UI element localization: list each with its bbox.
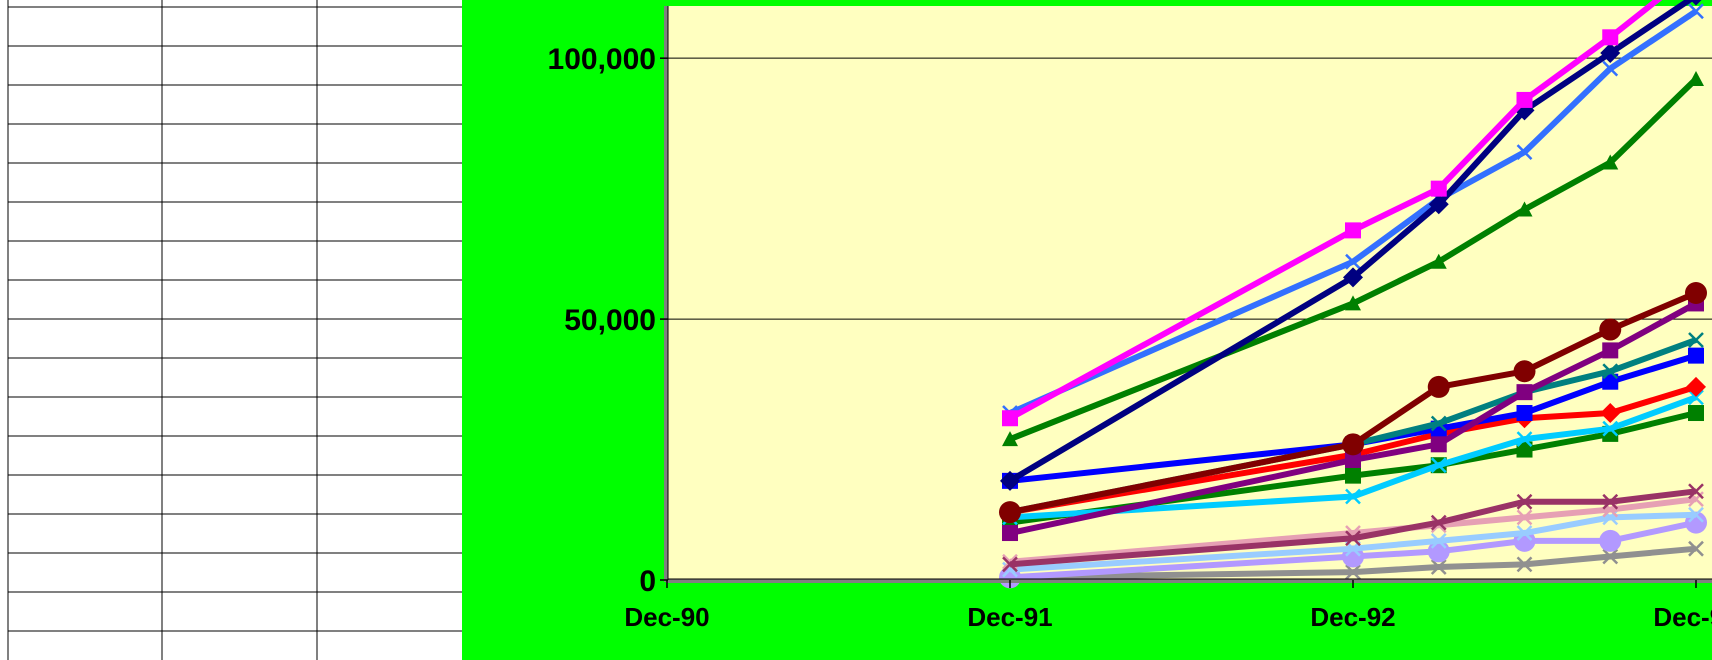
series-line	[1008, 0, 1695, 484]
data-point	[1345, 253, 1361, 270]
data-point	[1345, 295, 1361, 311]
data-point	[1000, 470, 1020, 491]
series-line	[1009, 496, 1697, 565]
y-tick-label: 50,000	[564, 304, 656, 337]
series-line-group	[1002, 506, 1704, 578]
y-tick-label: 0	[639, 565, 656, 598]
data-point	[1002, 431, 1018, 447]
data-point	[1516, 556, 1533, 573]
data-point	[1427, 375, 1450, 398]
data-point	[1602, 342, 1619, 359]
series-line	[1008, 8, 1698, 416]
data-point	[1688, 71, 1704, 87]
data-point	[1685, 282, 1707, 304]
data-point	[1516, 405, 1533, 422]
series-line	[1008, 76, 1699, 442]
chart-area[interactable]: 0 50,000 100,000 Dec-90 Dec-91 Dec-92 Dec-93	[462, 0, 1712, 660]
data-point	[1430, 415, 1447, 432]
data-point	[1602, 548, 1619, 565]
series-line	[1008, 0, 1663, 421]
data-point	[1688, 506, 1704, 523]
series-line	[1009, 488, 1697, 568]
series-line-group	[1002, 295, 1704, 542]
series-line-group	[1002, 483, 1704, 573]
series-line	[1009, 394, 1698, 521]
data-point	[1688, 3, 1704, 20]
data-point	[1428, 194, 1449, 215]
series-line	[1009, 511, 1697, 573]
series-line	[1009, 410, 1697, 526]
data-point	[1430, 253, 1447, 269]
data-point	[1516, 431, 1533, 447]
data-point	[1688, 483, 1704, 500]
data-point	[1602, 60, 1619, 77]
data-point	[1516, 384, 1533, 401]
data-point	[1686, 376, 1706, 397]
data-point	[1688, 389, 1704, 406]
x-tick-label: Dec-92	[1310, 602, 1395, 632]
x-tick-label: Dec-91	[967, 602, 1052, 632]
data-point	[1345, 564, 1361, 581]
x-tick-label: Dec-93	[1653, 602, 1712, 632]
data-point	[1342, 433, 1364, 456]
data-point	[1602, 373, 1619, 390]
data-point	[1516, 493, 1533, 510]
series-line	[1009, 300, 1698, 536]
series-line	[1009, 545, 1697, 581]
data-point	[1002, 556, 1018, 573]
data-point	[1688, 405, 1704, 422]
data-point	[1002, 525, 1018, 542]
series-line	[1009, 519, 1697, 581]
data-point	[1516, 441, 1533, 458]
data-point	[1600, 42, 1621, 63]
data-point	[1430, 559, 1447, 575]
data-point	[1599, 318, 1622, 341]
data-point	[1430, 180, 1447, 197]
data-point	[1513, 360, 1536, 383]
data-point	[1516, 201, 1533, 217]
series-line	[1009, 290, 1698, 516]
data-point	[1345, 451, 1361, 468]
spreadsheet-grid[interactable]	[0, 0, 462, 660]
series-line-group	[1002, 71, 1704, 447]
series-line	[1009, 384, 1697, 516]
data-point	[1345, 222, 1361, 239]
data-point	[1516, 91, 1533, 108]
data-point	[1002, 410, 1018, 427]
y-tick-label: 100,000	[548, 43, 656, 76]
x-tick-label: Dec-90	[624, 602, 709, 632]
data-point	[1430, 436, 1447, 453]
data-point	[1688, 332, 1704, 348]
data-point	[1602, 154, 1619, 170]
data-point	[1599, 529, 1622, 552]
data-point	[1430, 514, 1447, 531]
data-point	[1343, 267, 1363, 288]
data-point	[1602, 363, 1619, 380]
data-point	[1602, 29, 1619, 46]
data-point	[1516, 525, 1533, 541]
data-point	[1602, 493, 1619, 510]
series-line-group	[999, 282, 1707, 524]
line-chart: 0 50,000 100,000 Dec-90 Dec-91 Dec-92 Dec-93	[548, 0, 1712, 632]
data-point	[1345, 467, 1361, 484]
data-point	[1516, 144, 1533, 160]
data-point	[1516, 509, 1533, 526]
data-point	[1345, 488, 1361, 505]
data-point	[1690, 0, 1702, 6]
data-point	[1688, 347, 1704, 364]
data-point	[1430, 532, 1447, 549]
data-point	[1345, 530, 1361, 547]
series-line-group	[1002, 0, 1663, 427]
data-point	[999, 501, 1021, 524]
data-point	[1430, 457, 1447, 474]
data-point	[1602, 420, 1619, 437]
data-point	[1688, 540, 1704, 557]
data-point	[1600, 403, 1621, 424]
